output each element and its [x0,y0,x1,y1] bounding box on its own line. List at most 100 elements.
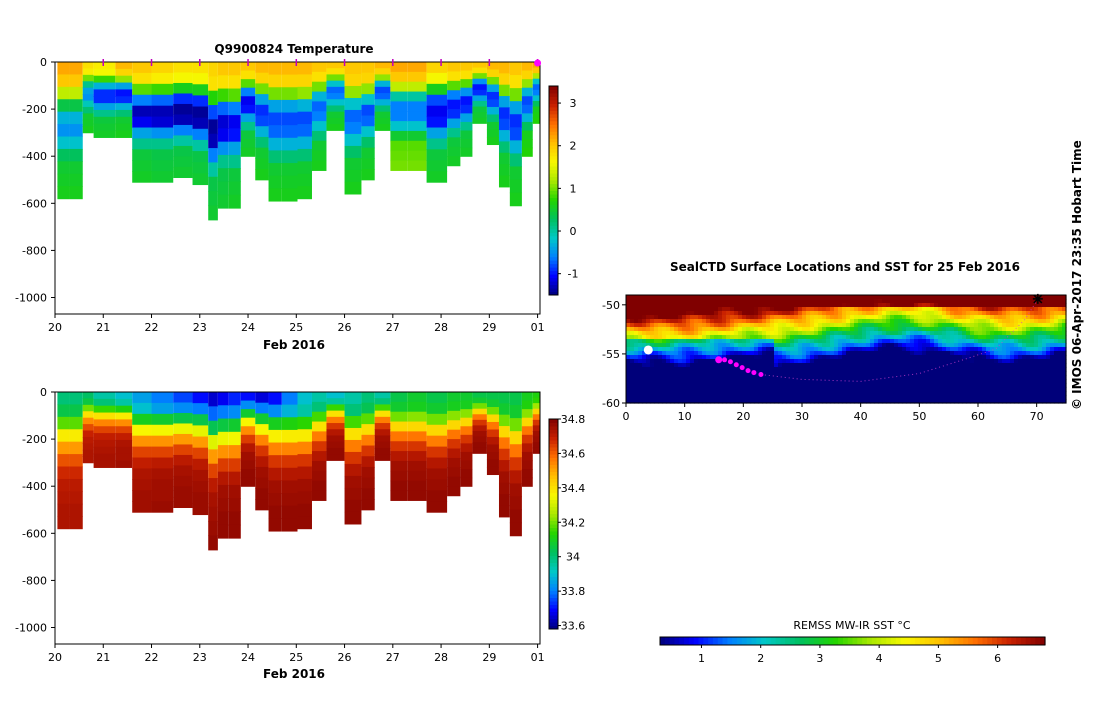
sst-cell [686,371,691,376]
sst-cell [862,347,867,352]
sst-cell [970,343,975,348]
sst-cell [738,395,743,400]
profile-cell [281,429,298,444]
sst-cell [934,399,939,404]
sst-cell [818,399,823,404]
sst-cell [950,295,955,300]
sst-cell [694,335,699,340]
sst-cell [646,323,651,328]
sst-cell [1022,383,1027,388]
profile-cell [208,420,218,436]
profile-cell [217,168,229,183]
sst-cell [914,379,919,384]
sst-cell [774,327,779,332]
profile-cell [268,429,282,444]
sst-cell [762,359,767,364]
profile-cell [498,175,510,188]
sst-cell [1046,387,1051,392]
sst-cell [894,339,899,344]
sst-cell [934,347,939,352]
sst-cell [850,395,855,400]
sst-cell [922,319,927,324]
sst-cell [1018,295,1023,300]
sst-cell [918,363,923,368]
sst-cell [758,355,763,360]
sst-cell [982,319,987,324]
sst-cell [1050,307,1055,312]
colorbar-cell [549,447,558,451]
sst-cell [854,339,859,344]
sst-cell [798,359,803,364]
profile-cell [217,458,229,473]
sst-cell [1046,351,1051,356]
sst-cell [1054,371,1059,376]
profile-cell [57,478,70,492]
profile-cell [460,87,473,97]
profile-cell [472,408,487,415]
sst-cell [1018,339,1023,344]
sst-cell [722,315,727,320]
sst-cell [898,307,903,312]
sst-cell [678,363,683,368]
sst-cell [926,331,931,336]
sst-cell [994,363,999,368]
sst-cell [842,387,847,392]
sst-cell [754,339,759,344]
sst-cell [710,343,715,348]
profile-cell [374,62,391,69]
sst-cell [1050,375,1055,380]
sst-cell [662,399,667,404]
sst-cell [1014,323,1019,328]
sst-cell [982,387,987,392]
profile-cell [93,130,116,138]
sst-cell [778,351,783,356]
sst-cell [1058,335,1063,340]
sst-cell [898,379,903,384]
profile-cell [311,101,327,112]
sst-cell [682,371,687,376]
sst-cell [974,347,979,352]
sst-cell [786,315,791,320]
sst-cell [1054,299,1059,304]
sst-cell [766,343,771,348]
sst-cell [866,371,871,376]
sst-cell [802,331,807,336]
sst-cell [998,347,1003,352]
sst-colorbar-cell [679,637,685,645]
x-tick-label: 01 [531,651,545,664]
sst-cell [674,323,679,328]
sst-cell [890,391,895,396]
profile-cell [509,457,522,471]
sst-cell [626,347,631,352]
sst-cell [914,359,919,364]
sst-cell [766,363,771,368]
sst-cell [674,367,679,372]
sst-cell [734,295,739,300]
sst-cell [914,363,919,368]
sst-cell [882,315,887,320]
sst-cell [894,355,899,360]
sst-cell [810,375,815,380]
sst-cell [1002,351,1007,356]
sst-cell [898,335,903,340]
sst-cell [882,319,887,324]
profile-cell [208,90,218,106]
sst-cell [814,335,819,340]
profile-cell [532,419,540,426]
profile-cell [460,62,473,72]
sst-cell [674,319,679,324]
sst-cell [1046,331,1051,336]
sst-cell [782,335,787,340]
sst-cell [1054,387,1059,392]
sst-cell [786,319,791,324]
profile-cell [208,148,218,164]
sst-colorbar-cell [881,637,887,645]
colorbar-cell [549,517,558,521]
sst-colorbar-cell [818,637,825,645]
sst-cell [998,339,1003,344]
sst-cell [970,395,975,400]
sst-cell [650,363,655,368]
sst-cell [866,343,871,348]
sst-cell [958,347,963,352]
sst-cell [766,295,771,300]
